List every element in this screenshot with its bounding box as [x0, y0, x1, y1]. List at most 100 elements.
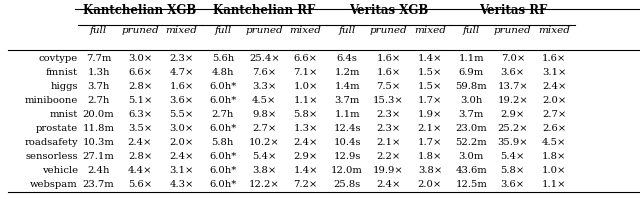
Text: 35.9×: 35.9×	[497, 138, 528, 147]
Text: 23.7m: 23.7m	[83, 180, 115, 189]
Text: pruned: pruned	[494, 26, 532, 35]
Text: 7.5×: 7.5×	[376, 82, 401, 91]
Text: 4.4×: 4.4×	[128, 166, 152, 175]
Text: 9.8×: 9.8×	[252, 110, 276, 119]
Text: 11.8m: 11.8m	[83, 124, 115, 133]
Text: vehicle: vehicle	[42, 166, 78, 175]
Text: mixed: mixed	[290, 26, 322, 35]
Text: covtype: covtype	[38, 54, 78, 63]
Text: 6.6×: 6.6×	[294, 54, 317, 63]
Text: 2.1×: 2.1×	[418, 124, 442, 133]
Text: 5.5×: 5.5×	[169, 110, 193, 119]
Text: 6.0h*: 6.0h*	[209, 82, 237, 91]
Text: 2.7h: 2.7h	[212, 110, 234, 119]
Text: 19.9×: 19.9×	[373, 166, 404, 175]
Text: 25.8s: 25.8s	[333, 180, 361, 189]
Text: 23.0m: 23.0m	[456, 124, 487, 133]
Text: 10.4s: 10.4s	[333, 138, 361, 147]
Text: 2.4×: 2.4×	[542, 82, 566, 91]
Text: 27.1m: 27.1m	[83, 152, 115, 161]
Text: 2.3×: 2.3×	[376, 124, 401, 133]
Text: 3.7h: 3.7h	[88, 82, 109, 91]
Text: 15.3×: 15.3×	[373, 96, 404, 105]
Text: 2.4h: 2.4h	[87, 166, 110, 175]
Text: 4.8h: 4.8h	[212, 68, 234, 77]
Text: roadsafety: roadsafety	[24, 138, 78, 147]
Text: 6.0h*: 6.0h*	[209, 180, 237, 189]
Text: 1.6×: 1.6×	[542, 54, 566, 63]
Text: 4.7×: 4.7×	[169, 68, 193, 77]
Text: 3.7m: 3.7m	[334, 96, 360, 105]
Text: 10.3m: 10.3m	[83, 138, 115, 147]
Text: 3.7m: 3.7m	[459, 110, 484, 119]
Text: pruned: pruned	[121, 26, 159, 35]
Text: 1.8×: 1.8×	[542, 152, 566, 161]
Text: 2.2×: 2.2×	[376, 152, 401, 161]
Text: 6.9m: 6.9m	[459, 68, 484, 77]
Text: 1.3h: 1.3h	[87, 68, 110, 77]
Text: 12.0m: 12.0m	[331, 166, 363, 175]
Text: 2.3×: 2.3×	[169, 54, 193, 63]
Text: fmnist: fmnist	[46, 68, 78, 77]
Text: 3.1×: 3.1×	[169, 166, 193, 175]
Text: 2.7h: 2.7h	[88, 96, 109, 105]
Text: 3.6×: 3.6×	[170, 96, 193, 105]
Text: pruned: pruned	[245, 26, 283, 35]
Text: 1.6×: 1.6×	[169, 82, 193, 91]
Text: Veritas RF: Veritas RF	[479, 4, 547, 17]
Text: prostate: prostate	[36, 124, 78, 133]
Text: 12.9s: 12.9s	[333, 152, 361, 161]
Text: full: full	[339, 26, 356, 35]
Text: 2.7×: 2.7×	[252, 124, 276, 133]
Text: webspam: webspam	[30, 180, 78, 189]
Text: higgs: higgs	[51, 82, 78, 91]
Text: 5.6×: 5.6×	[128, 180, 152, 189]
Text: 2.7×: 2.7×	[542, 110, 566, 119]
Text: 3.8×: 3.8×	[418, 166, 442, 175]
Text: 2.4×: 2.4×	[169, 152, 193, 161]
Text: Kantchelian RF: Kantchelian RF	[213, 4, 316, 17]
Text: 5.8×: 5.8×	[294, 110, 318, 119]
Text: 43.6m: 43.6m	[456, 166, 487, 175]
Text: mixed: mixed	[414, 26, 446, 35]
Text: 5.6h: 5.6h	[212, 54, 234, 63]
Text: Kantchelian XGB: Kantchelian XGB	[83, 4, 196, 17]
Text: 5.8h: 5.8h	[212, 138, 234, 147]
Text: 1.0×: 1.0×	[294, 82, 318, 91]
Text: 2.4×: 2.4×	[376, 180, 401, 189]
Text: 12.5m: 12.5m	[456, 180, 487, 189]
Text: 3.0×: 3.0×	[169, 124, 193, 133]
Text: 6.0h*: 6.0h*	[209, 166, 237, 175]
Text: 3.0h: 3.0h	[460, 96, 483, 105]
Text: 12.2×: 12.2×	[249, 180, 280, 189]
Text: 2.4×: 2.4×	[128, 138, 152, 147]
Text: miniboone: miniboone	[24, 96, 78, 105]
Text: 25.2×: 25.2×	[497, 124, 528, 133]
Text: 3.1×: 3.1×	[542, 68, 566, 77]
Text: 1.9×: 1.9×	[418, 110, 442, 119]
Text: full: full	[463, 26, 480, 35]
Text: 2.9×: 2.9×	[500, 110, 525, 119]
Text: 4.5×: 4.5×	[542, 138, 566, 147]
Text: 3.6×: 3.6×	[500, 180, 525, 189]
Text: 1.1×: 1.1×	[542, 180, 566, 189]
Text: 1.5×: 1.5×	[418, 82, 442, 91]
Text: 6.4s: 6.4s	[337, 54, 358, 63]
Text: 25.4×: 25.4×	[249, 54, 280, 63]
Text: 13.7×: 13.7×	[497, 82, 528, 91]
Text: 2.0×: 2.0×	[542, 96, 566, 105]
Text: 52.2m: 52.2m	[456, 138, 487, 147]
Text: 3.8×: 3.8×	[252, 166, 276, 175]
Text: 1.1m: 1.1m	[334, 110, 360, 119]
Text: 2.1×: 2.1×	[376, 138, 401, 147]
Text: 1.6×: 1.6×	[376, 54, 401, 63]
Text: 6.0h*: 6.0h*	[209, 152, 237, 161]
Text: 4.3×: 4.3×	[169, 180, 193, 189]
Text: 1.5×: 1.5×	[418, 68, 442, 77]
Text: 1.8×: 1.8×	[418, 152, 442, 161]
Text: 2.6×: 2.6×	[542, 124, 566, 133]
Text: 12.4s: 12.4s	[333, 124, 361, 133]
Text: 3.0×: 3.0×	[128, 54, 152, 63]
Text: 7.1×: 7.1×	[294, 68, 318, 77]
Text: 2.0×: 2.0×	[418, 180, 442, 189]
